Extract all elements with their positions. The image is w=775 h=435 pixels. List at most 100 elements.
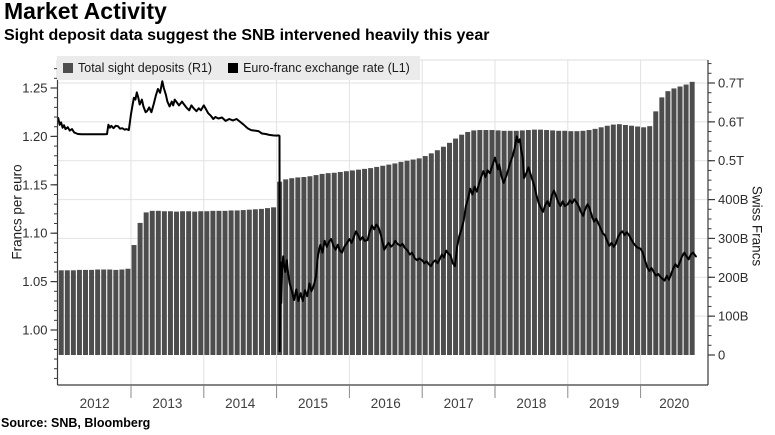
deposit-bar [76,269,82,355]
deposit-bar [374,166,380,355]
deposit-bar [489,130,495,355]
deposit-bar [525,130,531,355]
deposit-bar [240,210,246,355]
deposit-bar [210,210,216,355]
legend-label-deposits: Total sight deposits (R1) [78,61,213,75]
year-label: 2016 [371,396,401,411]
deposit-bar [550,130,556,355]
year-label: 2019 [589,396,619,411]
left-tick-label: 1.25 [22,81,47,96]
deposit-bar [331,172,337,355]
deposit-bar [531,129,537,355]
deposit-bar [447,142,452,355]
exchange-rate-line [57,80,697,353]
deposit-bar [471,130,477,355]
left-tick-label: 1.10 [22,226,47,241]
deposit-bar [186,211,192,355]
deposit-bar [665,91,671,355]
deposit-bar [568,131,574,355]
deposit-bar [313,175,319,355]
deposit-bar [610,124,616,355]
deposit-bar [519,130,525,355]
deposit-bar [592,128,598,355]
deposit-bar [622,124,628,355]
chart-subtitle: Sight deposit data suggest the SNB inter… [4,27,490,44]
deposit-bar [641,127,647,355]
exchange-rate-swatch-icon [228,63,239,73]
deposit-bar [149,210,155,355]
deposit-bar [258,208,264,355]
deposit-bar [507,130,513,355]
deposit-bar [538,129,543,355]
source-note: Source: SNB, Bloomberg [1,416,151,430]
deposit-bar [174,211,179,355]
deposit-bar [125,268,131,355]
deposit-bar [659,97,665,355]
deposit-bar [192,211,198,355]
deposit-bar [143,212,149,355]
deposit-bar [252,209,258,355]
year-label: 2012 [80,396,110,411]
deposit-bar [307,176,313,355]
deposit-bar [616,124,622,355]
right-tick-label: 0.7T [718,76,744,91]
deposit-bar [107,269,113,355]
deposit-bar [137,222,143,355]
year-label: 2015 [298,396,328,411]
year-label: 2013 [152,396,182,411]
deposit-bar [635,126,641,356]
deposit-bar [689,81,695,355]
right-tick-label: 400B [718,192,748,207]
deposit-bar [495,130,501,355]
deposit-bar [368,168,374,355]
right-tick-label: 200B [718,270,748,285]
right-axis-title: Swiss Francs [749,185,765,267]
deposit-bar [337,171,343,355]
left-tick-label: 1.05 [22,274,47,289]
deposit-bar [440,146,446,355]
deposit-bar [544,130,550,355]
right-tick-label: 0.5T [718,153,744,168]
deposit-bar [483,130,489,355]
deposit-bar [295,177,301,355]
right-tick-label: 100B [718,309,748,324]
deposit-bar [386,164,392,355]
deposit-bar [265,208,270,355]
deposit-bar [453,138,459,355]
deposit-bar [574,131,580,355]
deposits-swatch-icon [63,63,73,73]
left-axis-title: Francs per euro [9,164,25,260]
deposit-bar [289,178,295,355]
deposit-bar [301,177,307,355]
deposit-bar [653,111,659,356]
deposit-bar [416,158,422,355]
right-tick-label: 0.6T [718,114,744,129]
legend-item-deposits: Total sight deposits (R1) [63,61,212,75]
deposit-bar [271,207,277,355]
deposit-bar [586,130,592,355]
deposit-bar [647,126,653,355]
deposit-bar [556,130,562,355]
deposit-bar [683,84,689,355]
left-tick-label: 1.20 [22,129,47,144]
deposit-bar [410,159,416,355]
legend-item-exchange-rate: Euro-franc exchange rate (L1) [228,61,410,75]
deposit-bar [198,211,204,355]
left-tick-label: 1.15 [22,177,47,192]
left-tick-label: 1.00 [22,323,47,338]
right-tick-label: 0 [718,348,725,363]
deposit-bar [562,130,568,355]
deposit-bar [465,131,471,355]
deposit-bar [598,127,604,355]
deposit-bar [58,270,64,355]
deposit-bar [246,209,252,355]
deposit-bar [677,86,683,355]
deposit-bar [131,245,137,355]
deposit-bar [398,161,404,355]
deposit-bar [161,211,167,355]
deposit-bar [477,130,483,355]
deposit-bar [155,210,161,355]
deposit-bar [459,134,465,355]
